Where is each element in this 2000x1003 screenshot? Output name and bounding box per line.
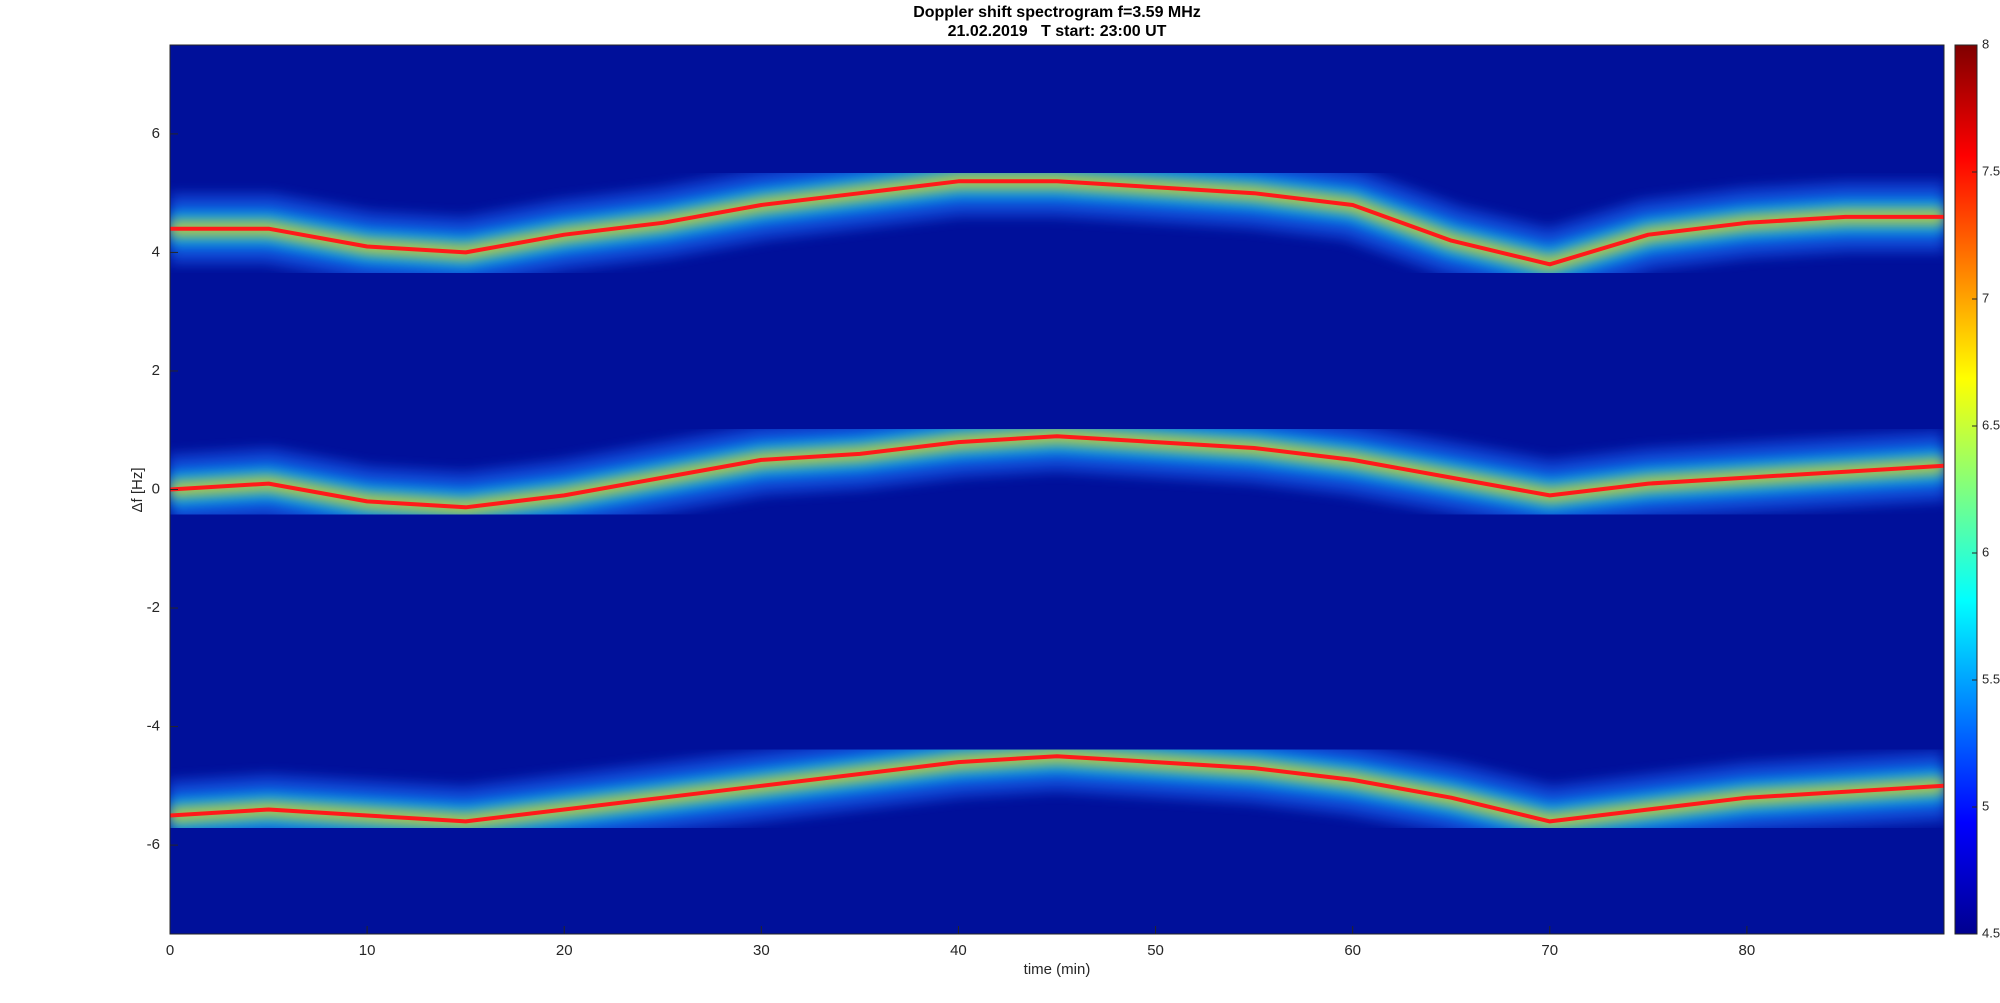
colorbar-tick-label: 6 xyxy=(1982,544,1989,559)
plot-layer xyxy=(170,146,1944,857)
colorbar-tick-label: 5 xyxy=(1982,798,1989,813)
y-tick-label: 2 xyxy=(152,362,160,379)
x-tick-label: 10 xyxy=(359,942,376,959)
x-tick-label: 30 xyxy=(753,942,770,959)
chart-subtitle: 21.02.2019 T start: 23:00 UT xyxy=(948,23,1167,40)
colorbar xyxy=(1954,44,1978,935)
colorbar-tick-label: 8 xyxy=(1982,36,1989,51)
trace-line xyxy=(170,434,1944,510)
x-tick-label: 80 xyxy=(1739,942,1756,959)
colorbar-tick-label: 7 xyxy=(1982,290,1989,305)
x-tick-label: 70 xyxy=(1541,942,1558,959)
trace-line xyxy=(170,754,1944,824)
trace-line xyxy=(170,179,1944,267)
y-tick-label: -4 xyxy=(147,718,160,735)
x-tick-label: 50 xyxy=(1147,942,1164,959)
y-tick-label: -6 xyxy=(147,836,160,853)
y-tick-label: 4 xyxy=(152,243,160,260)
colorbar-tick-label: 7.5 xyxy=(1982,163,2000,178)
x-tick-label: 60 xyxy=(1344,942,1361,959)
x-tick-label: 40 xyxy=(950,942,967,959)
chart-title: Doppler shift spectrogram f=3.59 MHz xyxy=(913,4,1201,21)
y-axis-label: Δf [Hz] xyxy=(129,467,146,512)
colorbar-tick-label: 5.5 xyxy=(1982,671,2000,686)
x-tick-label: 20 xyxy=(556,942,573,959)
y-tick-label: -2 xyxy=(147,599,160,616)
colorbar-tick-label: 4.5 xyxy=(1982,925,2000,940)
x-tick-label: 0 xyxy=(166,942,174,959)
x-axis-label: time (min) xyxy=(1024,961,1091,978)
y-tick-label: 6 xyxy=(152,125,160,142)
colorbar-tick-label: 6.5 xyxy=(1982,417,2000,432)
y-tick-label: 0 xyxy=(152,480,160,497)
